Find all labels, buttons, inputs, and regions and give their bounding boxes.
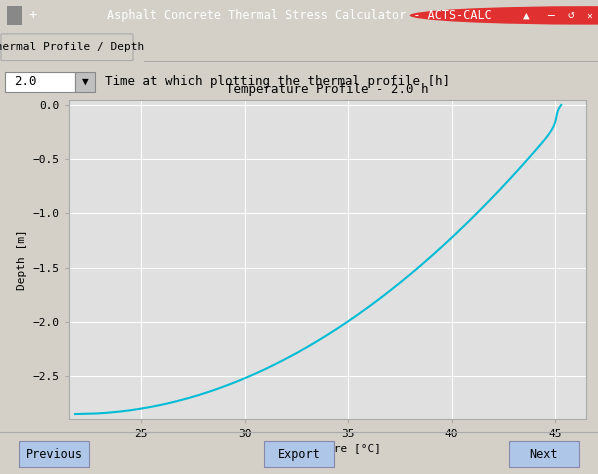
FancyBboxPatch shape <box>19 441 89 467</box>
Circle shape <box>410 6 598 25</box>
FancyBboxPatch shape <box>509 441 579 467</box>
Title: Temperature Profile - 2.0 h: Temperature Profile - 2.0 h <box>226 82 429 96</box>
Text: Asphalt Concrete Thermal Stress Calculator - ACTS-CALC: Asphalt Concrete Thermal Stress Calculat… <box>106 9 492 22</box>
Bar <box>7 6 22 25</box>
Text: ▼: ▼ <box>81 77 89 87</box>
Text: ✕: ✕ <box>586 10 592 20</box>
Text: 2.0: 2.0 <box>14 75 36 89</box>
Text: Time at which plotting the thermal profile [h]: Time at which plotting the thermal profi… <box>105 75 450 89</box>
Y-axis label: Depth [m]: Depth [m] <box>17 229 27 290</box>
FancyBboxPatch shape <box>264 441 334 467</box>
X-axis label: Temperature [°C]: Temperature [°C] <box>273 444 382 454</box>
Text: Export: Export <box>277 447 321 461</box>
FancyBboxPatch shape <box>5 72 75 92</box>
Text: +: + <box>29 9 37 22</box>
Text: Thermal Profile / Depth: Thermal Profile / Depth <box>0 42 145 52</box>
Text: Next: Next <box>530 447 559 461</box>
Text: Previous: Previous <box>26 447 83 461</box>
Text: ▲: ▲ <box>523 10 530 20</box>
FancyBboxPatch shape <box>1 34 133 61</box>
Text: ─: ─ <box>547 10 554 20</box>
FancyBboxPatch shape <box>75 72 95 92</box>
Text: ↺: ↺ <box>568 10 575 20</box>
